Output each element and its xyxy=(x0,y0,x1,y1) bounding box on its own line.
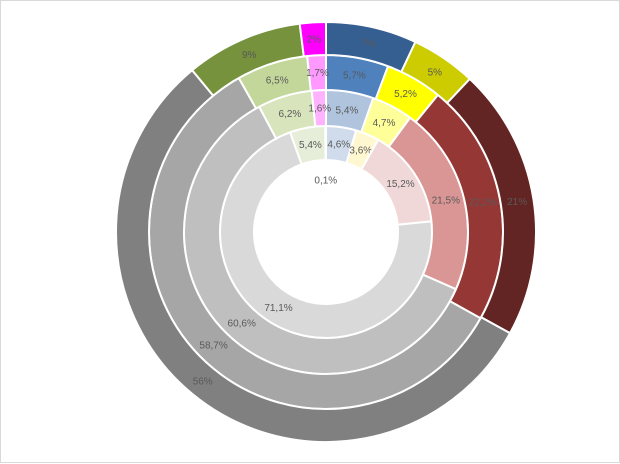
ring-3-label-3: 22,2% xyxy=(469,198,497,209)
ring-1-label-2: 3,6% xyxy=(349,146,372,157)
ring-2-label-3: 21,5% xyxy=(432,196,460,207)
ring-1-label-5: 5,4% xyxy=(299,140,322,151)
ring-4-label-1: 7% xyxy=(361,39,376,50)
ring-3-label-5: 6,5% xyxy=(266,76,289,87)
ring-4-segment-4 xyxy=(115,68,512,443)
ring-1-segment-6 xyxy=(324,124,327,162)
ring-2-label-4: 60,6% xyxy=(228,318,256,329)
ring-4-label-2: 5% xyxy=(428,68,443,79)
ring-1-label-3: 15,2% xyxy=(386,179,414,190)
ring-2-label-5: 6,2% xyxy=(279,109,302,120)
ring-4-label-5: 9% xyxy=(242,50,257,61)
ring-4-segment-6 xyxy=(298,20,327,58)
ring-2-label-1: 5,4% xyxy=(336,105,359,116)
ring-4-label-6: 2% xyxy=(307,34,322,45)
ring-1-label-1: 4,6% xyxy=(327,139,350,150)
ring-3-label-6: 1,7% xyxy=(306,68,329,79)
ring-2-label-6: 1,6% xyxy=(308,104,331,115)
ring-1-label-6: 0,1% xyxy=(314,176,337,187)
ring-3-label-4: 58,7% xyxy=(199,341,227,352)
ring-2-label-2: 4,7% xyxy=(373,118,396,129)
ring-4-label-3: 21% xyxy=(507,197,527,208)
ring-3-label-2: 5,2% xyxy=(394,89,417,100)
ring-4-label-4: 56% xyxy=(193,377,213,388)
ring-3-label-1: 5,7% xyxy=(343,71,366,82)
ring-1-label-4: 71,1% xyxy=(264,303,292,314)
